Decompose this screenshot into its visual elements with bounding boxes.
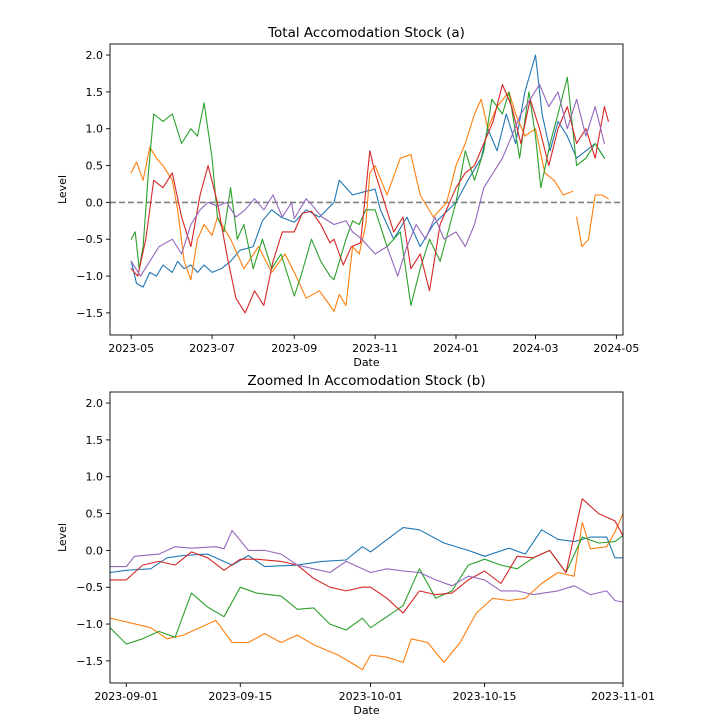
x-axis-label: Date [353, 704, 380, 717]
series-line-1 [110, 527, 623, 574]
y-tick-label: 0.0 [86, 196, 104, 209]
x-tick-label: 2023-07 [189, 342, 235, 355]
series-line-4 [130, 83, 609, 314]
x-tick-label: 2023-11 [352, 342, 398, 355]
chart-title: Zoomed In Accomodation Stock (b) [247, 373, 485, 389]
y-tick-label: 0.0 [86, 544, 104, 557]
chart-total-stock: −1.5 −1.0 −0.5 0.0 0.5 1.0 1.5 2.0 2023-05 2023-0… [56, 25, 639, 369]
series-line-2 [130, 91, 609, 312]
x-axis-label: Date [353, 356, 380, 369]
y-tick-label: 1.0 [86, 471, 104, 484]
x-tick-label: 2023-09-15 [208, 690, 272, 703]
y-tick-label: 2.0 [86, 49, 104, 62]
x-tick-label: 2023-10-15 [453, 690, 517, 703]
y-tick-label: 1.5 [86, 86, 104, 99]
y-tick-label: −1.5 [76, 307, 103, 320]
y-tick-label: −1.0 [76, 270, 103, 283]
y-tick-label: −1.5 [76, 655, 103, 668]
chart-title: Total Accomodation Stock (a) [267, 25, 465, 41]
series-line-1 [130, 54, 605, 288]
y-axis-label: Level [56, 175, 69, 204]
plot-frame [109, 43, 624, 336]
x-tick-label: 2023-05 [108, 342, 154, 355]
x-tick-label: 2024-05 [593, 342, 639, 355]
chart-zoomed-stock: −1.5 −1.0 −0.5 0.0 0.5 1.0 1.5 2.0 2023-09-01 202… [56, 373, 655, 717]
x-tick-label: 2024-03 [513, 342, 559, 355]
x-tick-label: 2023-09 [271, 342, 317, 355]
y-tick-label: 1.0 [86, 123, 104, 136]
y-tick-label: −1.0 [76, 618, 103, 631]
series-line-2 [110, 513, 623, 671]
x-tick-label: 2023-09-01 [94, 690, 158, 703]
series-line-4 [110, 498, 623, 614]
y-tick-label: −0.5 [76, 581, 103, 594]
y-tick-label: 2.0 [86, 397, 104, 410]
y-tick-label: −0.5 [76, 233, 103, 246]
series-line-5 [130, 83, 605, 277]
plot-area [130, 54, 609, 314]
x-tick-label: 2023-10-01 [339, 690, 403, 703]
plot-frame [109, 391, 624, 684]
y-tick-label: 1.5 [86, 434, 104, 447]
y-tick-label: 0.5 [86, 508, 104, 521]
y-axis-label: Level [56, 523, 69, 552]
series-line-3 [130, 76, 605, 307]
x-tick-label: 2024-01 [433, 342, 479, 355]
x-tick-label: 2023-11-01 [591, 690, 655, 703]
y-tick-label: 0.5 [86, 160, 104, 173]
plot-area [110, 498, 623, 671]
series-line-5 [110, 529, 623, 603]
